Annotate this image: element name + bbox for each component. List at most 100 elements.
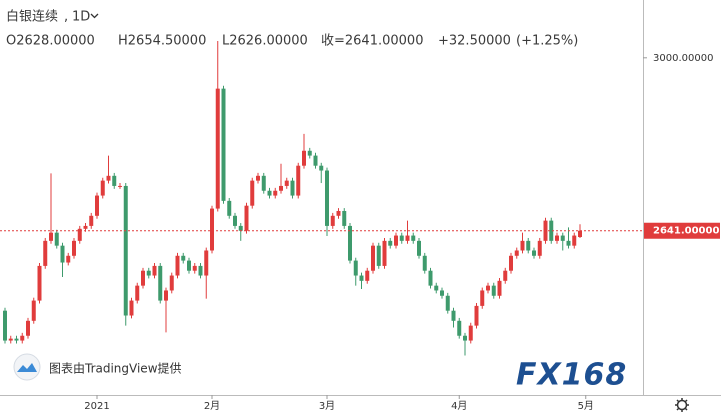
symbol[interactable]: 白银连续 [6, 9, 58, 25]
candle-body [376, 245, 381, 266]
legend-header: 白银连续 , 1D O2628.00000 H2654.50000 L2626.… [6, 9, 578, 49]
candle-body [83, 225, 88, 229]
change-percent: (+1.25%) [516, 34, 578, 49]
candle-body [169, 275, 174, 291]
candle-body [261, 175, 266, 191]
candle-body [560, 235, 565, 241]
candle-body [537, 240, 542, 256]
candle-body [210, 208, 214, 251]
candle-body [77, 228, 82, 241]
interval[interactable]: 1D [72, 10, 90, 25]
close-value: 收=2641.00000 [321, 34, 423, 49]
candle-body [215, 88, 220, 209]
candle-body [371, 245, 375, 271]
candle-body [532, 250, 536, 256]
gear-teeth [675, 398, 689, 412]
candle-body [106, 175, 111, 181]
x-tick-label: 5月 [578, 400, 594, 412]
interval-dropdown[interactable] [90, 13, 99, 19]
x-tick-label: 2月 [204, 400, 220, 412]
candle-body [353, 260, 358, 276]
candle-body [227, 200, 232, 216]
candle-body [342, 210, 347, 226]
candle-body [417, 240, 421, 256]
candle-body [451, 310, 456, 321]
candle-body [250, 180, 255, 206]
candle-body [284, 180, 289, 186]
candle-body [497, 280, 502, 296]
candle-body [256, 175, 260, 181]
candle-body [123, 185, 128, 316]
candle-body [474, 305, 479, 326]
candle-body [411, 235, 416, 241]
candle-body [181, 255, 186, 261]
candle-body [503, 270, 508, 281]
candle-body [100, 180, 105, 196]
last-price-box [644, 222, 720, 239]
candle-body [135, 285, 140, 301]
candle-body [313, 155, 318, 166]
candle-body [422, 255, 427, 271]
candle-body [244, 205, 249, 231]
candle-body [382, 240, 387, 266]
candle-body [566, 240, 571, 246]
open-value: O2628.00000 [6, 34, 95, 49]
candle-body [302, 150, 306, 166]
candle-body [279, 185, 283, 191]
candle-body [158, 265, 163, 301]
gear-ring [676, 399, 688, 411]
high-value: H2654.50000 [118, 34, 206, 49]
candle-body [187, 260, 191, 271]
candle-body [118, 185, 122, 187]
candle-body [468, 325, 473, 341]
candle-body [520, 240, 525, 251]
candle-body [440, 290, 444, 296]
candle-body [394, 235, 398, 246]
candle-body [49, 232, 53, 241]
candle-body [428, 270, 433, 286]
candle-body [233, 215, 237, 226]
candle-body [388, 240, 393, 246]
candle-body [319, 165, 324, 171]
candle-body [486, 285, 490, 291]
last-price-label: 2641.00000 [653, 226, 719, 237]
candle-body [31, 300, 36, 321]
candle-body [273, 190, 278, 196]
candle-body [175, 255, 180, 276]
watermark-icon [17, 363, 37, 372]
candle-body [141, 270, 145, 286]
candle-body [14, 338, 19, 341]
x-tick-label: 4月 [451, 400, 467, 412]
candle-body [72, 240, 76, 256]
watermark-bg [10, 354, 210, 382]
watermark[interactable]: 图表由TradingView提供 [10, 353, 210, 382]
x-tick-label: 3月 [319, 400, 335, 412]
candle-body [43, 240, 48, 266]
candle-body [3, 310, 7, 341]
candle-body [26, 320, 30, 336]
candle-body [445, 295, 450, 311]
candle-body [549, 220, 554, 241]
y-tick-label: 3000.00000 [653, 53, 713, 64]
candle-body [204, 250, 209, 276]
candle-body [578, 230, 582, 237]
settings-icon[interactable] [675, 398, 689, 412]
fx168-logo: FX168 [516, 358, 627, 393]
low-value: L2626.00000 [222, 34, 308, 49]
candle-body [359, 275, 364, 281]
candle-body [434, 285, 439, 291]
candle-body [290, 180, 295, 196]
candle-body [330, 215, 335, 226]
candle-body [509, 255, 513, 271]
candle-body [152, 265, 157, 276]
candle-body [463, 335, 467, 341]
candle-body [526, 240, 531, 251]
candle-body [296, 165, 301, 196]
candle-body [146, 270, 151, 276]
candle-body [164, 290, 168, 301]
candle-body [365, 270, 370, 281]
watermark-icon-bg [13, 353, 41, 381]
candle-body [8, 338, 13, 341]
